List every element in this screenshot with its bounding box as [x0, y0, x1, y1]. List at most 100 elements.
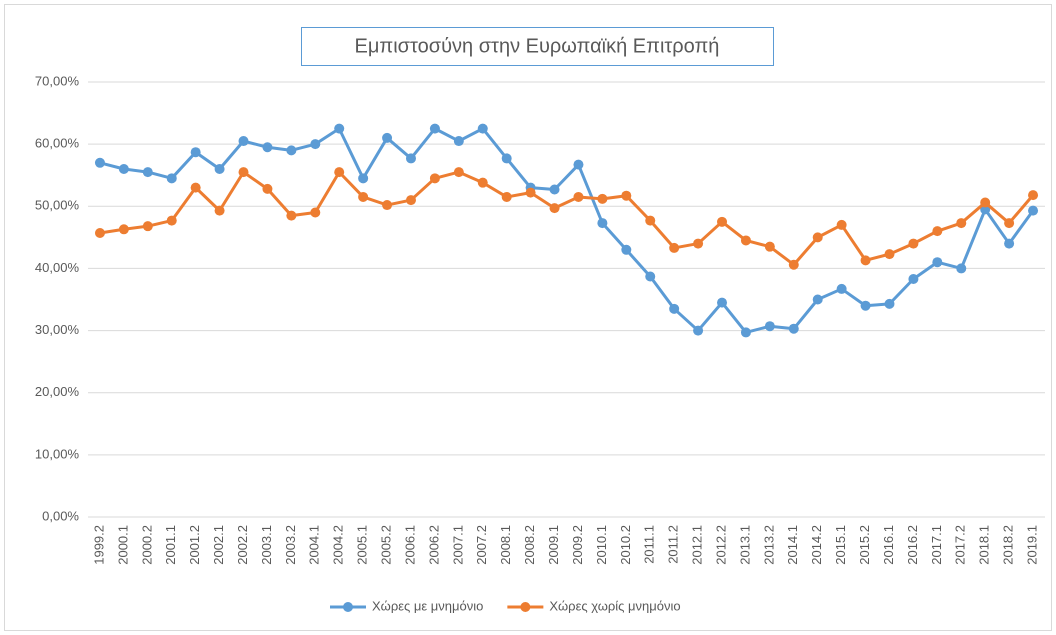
data-point [932, 226, 943, 237]
data-point [262, 183, 273, 194]
data-point [334, 167, 345, 178]
y-tick-label: 10,00% [35, 446, 80, 461]
data-point [717, 216, 728, 227]
y-tick-label: 20,00% [35, 384, 80, 399]
x-tick-label: 2001.2 [187, 525, 202, 565]
data-point [956, 218, 967, 229]
data-point [836, 219, 847, 230]
data-point [118, 164, 129, 174]
x-tick-label: 2000.1 [115, 525, 130, 565]
data-point [525, 187, 536, 198]
title-box [301, 27, 774, 66]
x-tick-label: 2010.1 [594, 525, 609, 565]
x-tick-label: 2002.1 [211, 525, 226, 565]
x-tick-label: 2000.2 [139, 525, 154, 565]
data-point [382, 132, 393, 143]
data-point [956, 263, 967, 274]
data-point [142, 167, 153, 178]
x-tick-label: 2009.1 [546, 525, 561, 565]
data-point [860, 300, 871, 311]
y-tick-label: 40,00% [35, 260, 80, 275]
x-tick-label: 2018.2 [1001, 525, 1016, 565]
x-tick-label: 2007.1 [450, 525, 465, 565]
x-tick-label: 2013.1 [737, 525, 752, 565]
data-point [477, 123, 488, 134]
data-point [94, 157, 105, 168]
x-tick-label: 2013.2 [761, 525, 776, 565]
x-tick-label: 2011.2 [666, 525, 681, 564]
x-tick-label: 2005.1 [355, 525, 370, 565]
legend-label: Χώρες με μνημόνιο [372, 598, 483, 613]
x-tick-label: 2018.1 [977, 525, 992, 565]
data-point [645, 215, 656, 226]
data-point [812, 232, 823, 243]
data-point [740, 235, 751, 246]
x-tick-label: 2006.2 [426, 525, 441, 565]
y-tick-label: 70,00% [35, 73, 80, 88]
data-point [429, 173, 440, 184]
data-point [860, 255, 871, 266]
data-point [166, 173, 177, 184]
data-point [693, 238, 704, 249]
data-point [1004, 218, 1015, 229]
data-point [405, 195, 416, 206]
legend-marker [520, 602, 531, 612]
data-point [429, 123, 440, 134]
data-point [1028, 190, 1039, 201]
data-point [884, 298, 895, 309]
data-point [573, 159, 584, 170]
data-point [788, 259, 799, 270]
x-tick-label: 2012.2 [713, 525, 728, 565]
x-tick-label: 2008.2 [522, 525, 537, 565]
x-tick-label: 2003.2 [283, 525, 298, 565]
data-point [908, 238, 919, 249]
data-point [549, 184, 560, 195]
data-point [382, 200, 393, 211]
data-point [621, 244, 632, 255]
series-line [99, 170, 1035, 267]
legend-label: Χώρες χωρίς μνημόνιο [549, 598, 680, 613]
data-point [597, 218, 608, 229]
x-tick-label: 2009.2 [570, 525, 585, 565]
chart-frame [4, 4, 1052, 631]
x-tick-label: 2010.2 [618, 525, 633, 565]
data-point [310, 207, 321, 218]
x-tick-label: 2005.2 [379, 525, 394, 565]
data-point [238, 136, 249, 147]
data-point [645, 271, 656, 282]
data-point [669, 303, 680, 314]
data-point [453, 136, 464, 147]
data-point [477, 177, 488, 188]
y-tick-label: 60,00% [35, 136, 80, 151]
x-tick-label: 1999.2 [91, 525, 106, 565]
x-tick-label: 2014.2 [809, 525, 824, 565]
data-point [669, 242, 680, 253]
y-tick-label: 30,00% [35, 322, 80, 337]
data-point [1004, 238, 1015, 249]
data-point [358, 173, 369, 184]
data-point [262, 142, 273, 153]
data-point [788, 323, 799, 334]
x-tick-label: 2015.2 [857, 525, 872, 565]
data-point [1028, 205, 1039, 216]
data-point [94, 228, 105, 239]
data-point [621, 190, 632, 201]
data-point [597, 193, 608, 204]
data-point [286, 210, 297, 221]
x-tick-label: 2019.1 [1024, 525, 1039, 565]
data-point [190, 182, 201, 193]
data-point [166, 215, 177, 226]
x-tick-label: 2016.2 [905, 525, 920, 565]
x-tick-label: 2017.2 [953, 525, 968, 565]
x-tick-label: 2012.1 [690, 525, 705, 565]
data-point [501, 153, 512, 164]
data-point [405, 153, 416, 164]
y-tick-label: 0,00% [42, 508, 79, 523]
data-point [214, 205, 225, 216]
data-point [238, 167, 249, 178]
data-point [214, 164, 225, 174]
data-point [932, 257, 943, 268]
x-tick-label: 2008.1 [498, 525, 513, 565]
x-tick-label: 2014.1 [785, 525, 800, 565]
